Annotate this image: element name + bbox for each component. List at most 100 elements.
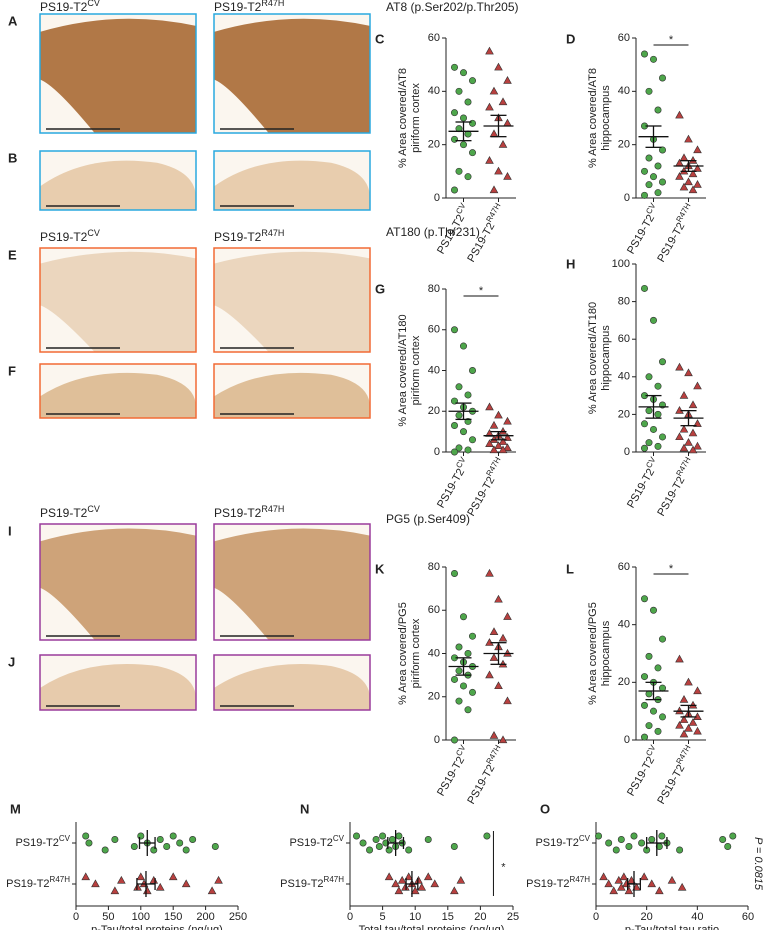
micrograph-frame [213, 150, 371, 211]
data-point [455, 444, 463, 452]
y-tick-label: 80 [428, 561, 440, 573]
data-point [649, 606, 657, 614]
micrograph-frame [213, 13, 371, 134]
data-point [82, 832, 90, 840]
data-point [675, 110, 684, 119]
data-point [468, 149, 476, 157]
data-point [494, 62, 503, 71]
column-header: PS19-T2R47H [214, 0, 284, 14]
header-name: PS19-T2 [214, 0, 262, 14]
data-point [372, 835, 380, 843]
y-tick-label: 20 [618, 139, 630, 151]
data-point [464, 98, 472, 106]
data-point [459, 428, 467, 436]
p-value: P = 0.0815 [752, 837, 764, 891]
data-point [503, 696, 512, 705]
panel-letter: O [540, 801, 550, 816]
data-point [169, 832, 177, 840]
y-tick-label: 0 [434, 734, 440, 746]
data-point [163, 842, 171, 850]
y-axis-label: % Area covered/PG5 [397, 602, 409, 705]
data-point [617, 835, 625, 843]
data-point [638, 839, 646, 847]
x-tick-label: 50 [102, 911, 114, 923]
data-point [455, 87, 463, 95]
y-tick-label: 0 [624, 734, 630, 746]
data-point [684, 368, 693, 377]
data-point [424, 835, 432, 843]
data-point [388, 835, 396, 843]
data-point [675, 654, 684, 663]
micrograph-tissue [40, 528, 196, 640]
category-superscript: R47H [570, 875, 591, 884]
category-label: PS19-T2CV [15, 834, 70, 849]
data-point [450, 135, 458, 143]
section-title: AT8 (p.Ser202/p.Thr205) [386, 0, 519, 14]
data-point [658, 178, 666, 186]
category-label: PS19-T2R47H [463, 455, 508, 518]
y-tick-label: 20 [428, 139, 440, 151]
y-tick-label: 40 [428, 364, 440, 376]
data-point [693, 145, 702, 154]
category-label: PS19-T2CV [433, 743, 473, 798]
category-name: PS19-T2 [15, 837, 58, 849]
category-superscript: R47H [485, 743, 503, 765]
data-point [353, 832, 361, 840]
data-point [455, 411, 463, 419]
data-point [645, 154, 653, 162]
data-point [658, 146, 666, 154]
data-point [485, 568, 494, 577]
data-point [459, 141, 467, 149]
data-point [81, 872, 91, 881]
category-superscript: CV [644, 455, 658, 470]
y-axis-label: hippocampus [600, 325, 612, 391]
data-point [693, 180, 702, 188]
micrograph-tissue [214, 372, 370, 418]
data-point [130, 842, 138, 850]
y-tick-label: 20 [618, 676, 630, 688]
data-point [609, 886, 619, 895]
data-point [405, 846, 413, 854]
y-tick-label: 60 [618, 333, 630, 345]
y-tick-label: 0 [624, 446, 630, 458]
data-point [619, 872, 629, 881]
panel-letter: B [8, 150, 17, 165]
data-point [676, 846, 684, 854]
data-point [503, 416, 512, 425]
data-point [679, 715, 689, 723]
data-point [677, 882, 687, 891]
data-point [385, 846, 393, 854]
micrograph-frame [39, 654, 197, 711]
data-point [485, 439, 494, 447]
panel-letter: F [8, 363, 16, 378]
panel-letter: E [8, 247, 17, 262]
micrograph-frame [39, 13, 197, 134]
x-axis-label: p-Tau/total tau ratio [625, 924, 719, 930]
header-name: PS19-T2 [40, 0, 88, 14]
data-point [156, 835, 164, 843]
data-point [640, 595, 648, 603]
data-point [391, 879, 400, 888]
y-tick-label: 40 [428, 647, 440, 659]
x-axis-label: Total tau/total proteins (ng/µg) [359, 924, 505, 930]
data-point [693, 686, 702, 695]
x-tick-label: 100 [132, 911, 150, 923]
header-superscript: CV [87, 504, 100, 514]
panel-letter: C [375, 31, 385, 46]
y-tick-label: 100 [612, 258, 630, 270]
data-point [489, 129, 499, 138]
y-axis-label: hippocampus [600, 85, 612, 151]
category-superscript: R47H [324, 875, 345, 884]
y-tick-label: 40 [428, 85, 440, 97]
data-point [395, 832, 403, 840]
category-superscript: CV [644, 201, 658, 216]
header-superscript: R47H [261, 228, 284, 238]
y-axis-label: % Area covered/AT8 [587, 68, 599, 168]
category-superscript: CV [644, 743, 658, 758]
panel-letter: D [566, 31, 575, 46]
panel-letter: L [566, 561, 574, 576]
category-name: PS19-T2 [655, 763, 687, 807]
data-point [450, 109, 458, 117]
x-tick-label: 0 [347, 911, 353, 923]
micrograph-frame [213, 363, 371, 419]
